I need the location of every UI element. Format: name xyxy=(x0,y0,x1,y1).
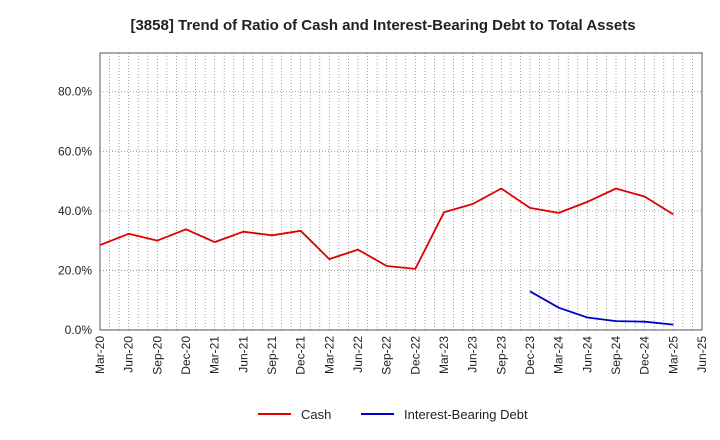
x-tick-label: Jun-21 xyxy=(236,336,250,373)
y-tick-label: 40.0% xyxy=(58,204,92,218)
plot-area: 0.0% 20.0% 40.0% 60.0% 80.0% Mar-20 Jun-20 Sep-… xyxy=(58,52,709,375)
x-tick-label: Mar-23 xyxy=(437,336,451,374)
x-tick-label: Jun-22 xyxy=(351,336,365,373)
x-tick-label: Mar-24 xyxy=(552,336,566,374)
y-tick-label: 80.0% xyxy=(58,85,92,99)
x-tick-label: Dec-20 xyxy=(179,336,193,375)
legend: Cash Interest-Bearing Debt xyxy=(258,407,528,422)
x-tick-label: Sep-22 xyxy=(380,336,394,375)
x-tick-label: Jun-23 xyxy=(466,336,480,373)
x-tick-label: Dec-22 xyxy=(408,336,422,375)
y-tick-label: 0.0% xyxy=(65,323,93,337)
x-tick-label: Sep-23 xyxy=(494,336,508,375)
x-tick-label: Dec-23 xyxy=(523,336,537,375)
chart-title: [3858] Trend of Ratio of Cash and Intere… xyxy=(130,17,635,34)
x-tick-label: Dec-24 xyxy=(638,336,652,375)
x-tick-label: Sep-21 xyxy=(265,336,279,375)
x-tick-label: Jun-24 xyxy=(580,336,594,373)
legend-label-0: Cash xyxy=(301,407,331,422)
x-tick-label: Mar-25 xyxy=(666,336,680,374)
x-tick-label: Sep-20 xyxy=(150,336,164,375)
y-tick-label: 20.0% xyxy=(58,263,92,277)
x-tick-label: Mar-22 xyxy=(322,336,336,374)
x-tick-label: Dec-21 xyxy=(294,336,308,375)
plot-background xyxy=(100,53,702,330)
x-tick-label: Jun-20 xyxy=(122,336,136,373)
x-tick-label: Sep-24 xyxy=(609,336,623,375)
x-tick-label: Jun-25 xyxy=(695,336,709,373)
y-tick-label: 60.0% xyxy=(58,144,92,158)
x-tick-label: Mar-20 xyxy=(93,336,107,374)
plot-frame xyxy=(99,52,703,331)
legend-label-1: Interest-Bearing Debt xyxy=(404,407,528,422)
series-line-1 xyxy=(529,290,674,326)
series-line-0 xyxy=(99,187,674,270)
x-tick-label: Mar-21 xyxy=(208,336,222,374)
